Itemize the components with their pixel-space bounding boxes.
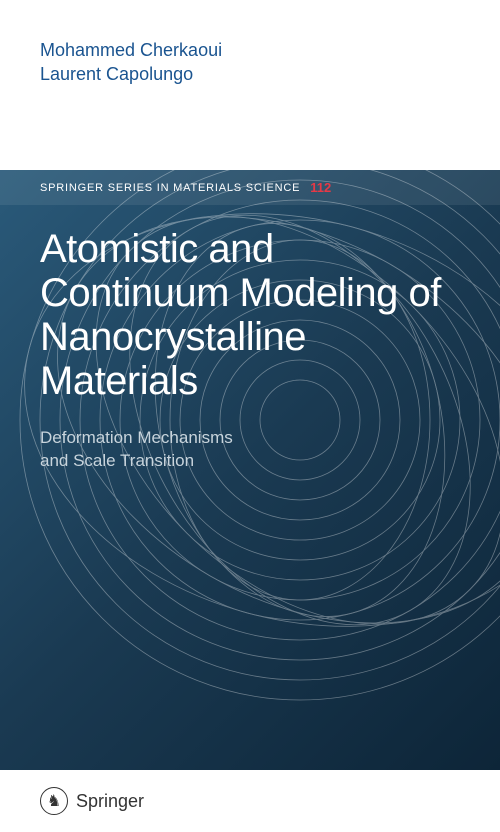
subtitle-block: Deformation Mechanisms and Scale Transit… (40, 427, 460, 473)
series-label: SPRINGER SERIES IN MATERIALS SCIENCE (40, 182, 300, 194)
bottom-white-section: ♞ Springer (0, 770, 500, 832)
book-cover: Mohammed Cherkaoui Laurent Capolungo (0, 0, 500, 832)
top-white-section: Mohammed Cherkaoui Laurent Capolungo (0, 0, 500, 170)
springer-horse-icon: ♞ (40, 787, 68, 815)
author-2: Laurent Capolungo (40, 62, 460, 86)
publisher-logo: ♞ Springer (40, 787, 144, 815)
main-blue-section: SPRINGER SERIES IN MATERIALS SCIENCE 112… (0, 170, 500, 770)
series-number: 112 (310, 180, 331, 195)
authors-block: Mohammed Cherkaoui Laurent Capolungo (40, 38, 460, 87)
author-1: Mohammed Cherkaoui (40, 38, 460, 62)
title-block: Atomistic and Continuum Modeling of Nano… (0, 205, 500, 473)
subtitle-line-1: Deformation Mechanisms (40, 427, 460, 450)
series-bar: SPRINGER SERIES IN MATERIALS SCIENCE 112 (0, 170, 500, 205)
main-title: Atomistic and Continuum Modeling of Nano… (40, 227, 460, 403)
publisher-name: Springer (76, 791, 144, 812)
subtitle-line-2: and Scale Transition (40, 450, 460, 473)
